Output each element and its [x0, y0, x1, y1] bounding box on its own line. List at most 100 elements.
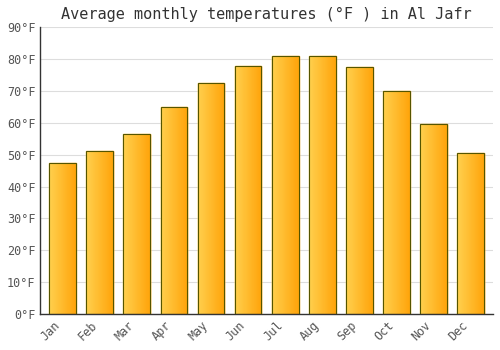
- Bar: [238, 65, 239, 314]
- Bar: [218, 83, 219, 314]
- Bar: [409, 91, 410, 314]
- Bar: [124, 134, 150, 314]
- Bar: [464, 153, 465, 314]
- Bar: [71, 163, 72, 314]
- Bar: [132, 134, 133, 314]
- Bar: [393, 91, 394, 314]
- Bar: [96, 152, 97, 314]
- Bar: [258, 65, 259, 314]
- Bar: [290, 56, 291, 314]
- Bar: [400, 91, 401, 314]
- Bar: [177, 107, 178, 314]
- Bar: [371, 67, 372, 314]
- Bar: [480, 153, 481, 314]
- Bar: [440, 124, 441, 314]
- Bar: [272, 56, 298, 314]
- Bar: [130, 134, 131, 314]
- Bar: [350, 67, 351, 314]
- Bar: [385, 91, 386, 314]
- Bar: [141, 134, 142, 314]
- Bar: [210, 83, 211, 314]
- Bar: [479, 153, 480, 314]
- Bar: [437, 124, 438, 314]
- Bar: [346, 67, 347, 314]
- Bar: [311, 56, 312, 314]
- Bar: [180, 107, 181, 314]
- Bar: [459, 153, 460, 314]
- Bar: [322, 56, 323, 314]
- Bar: [396, 91, 397, 314]
- Bar: [421, 124, 422, 314]
- Bar: [179, 107, 180, 314]
- Bar: [95, 152, 96, 314]
- Bar: [335, 56, 336, 314]
- Bar: [471, 153, 472, 314]
- Bar: [144, 134, 145, 314]
- Bar: [326, 56, 327, 314]
- Bar: [235, 65, 236, 314]
- Bar: [208, 83, 209, 314]
- Bar: [53, 163, 54, 314]
- Bar: [175, 107, 176, 314]
- Bar: [160, 107, 161, 314]
- Bar: [443, 124, 444, 314]
- Bar: [391, 91, 392, 314]
- Bar: [359, 67, 360, 314]
- Bar: [89, 152, 90, 314]
- Bar: [221, 83, 222, 314]
- Bar: [372, 67, 373, 314]
- Bar: [160, 107, 188, 314]
- Bar: [219, 83, 220, 314]
- Bar: [164, 107, 165, 314]
- Bar: [284, 56, 285, 314]
- Bar: [249, 65, 250, 314]
- Bar: [247, 65, 248, 314]
- Bar: [91, 152, 92, 314]
- Title: Average monthly temperatures (°F ) in Al Jafr: Average monthly temperatures (°F ) in Al…: [62, 7, 472, 22]
- Bar: [167, 107, 168, 314]
- Bar: [55, 163, 56, 314]
- Bar: [466, 153, 467, 314]
- Bar: [251, 65, 252, 314]
- Bar: [146, 134, 147, 314]
- Bar: [325, 56, 326, 314]
- Bar: [170, 107, 171, 314]
- Bar: [312, 56, 314, 314]
- Bar: [143, 134, 144, 314]
- Bar: [353, 67, 354, 314]
- Bar: [273, 56, 274, 314]
- Bar: [395, 91, 396, 314]
- Bar: [481, 153, 482, 314]
- Bar: [176, 107, 177, 314]
- Bar: [127, 134, 128, 314]
- Bar: [198, 83, 200, 314]
- Bar: [49, 163, 50, 314]
- Bar: [432, 124, 433, 314]
- Bar: [398, 91, 399, 314]
- Bar: [286, 56, 287, 314]
- Bar: [63, 163, 64, 314]
- Bar: [401, 91, 402, 314]
- Bar: [482, 153, 483, 314]
- Bar: [285, 56, 286, 314]
- Bar: [253, 65, 254, 314]
- Bar: [204, 83, 205, 314]
- Bar: [90, 152, 91, 314]
- Bar: [442, 124, 443, 314]
- Bar: [165, 107, 166, 314]
- Bar: [235, 65, 262, 314]
- Bar: [357, 67, 358, 314]
- Bar: [469, 153, 470, 314]
- Bar: [309, 56, 336, 314]
- Bar: [184, 107, 185, 314]
- Bar: [250, 65, 251, 314]
- Bar: [347, 67, 348, 314]
- Bar: [49, 163, 76, 314]
- Bar: [473, 153, 474, 314]
- Bar: [388, 91, 389, 314]
- Bar: [65, 163, 66, 314]
- Bar: [292, 56, 294, 314]
- Bar: [134, 134, 135, 314]
- Bar: [424, 124, 425, 314]
- Bar: [349, 67, 350, 314]
